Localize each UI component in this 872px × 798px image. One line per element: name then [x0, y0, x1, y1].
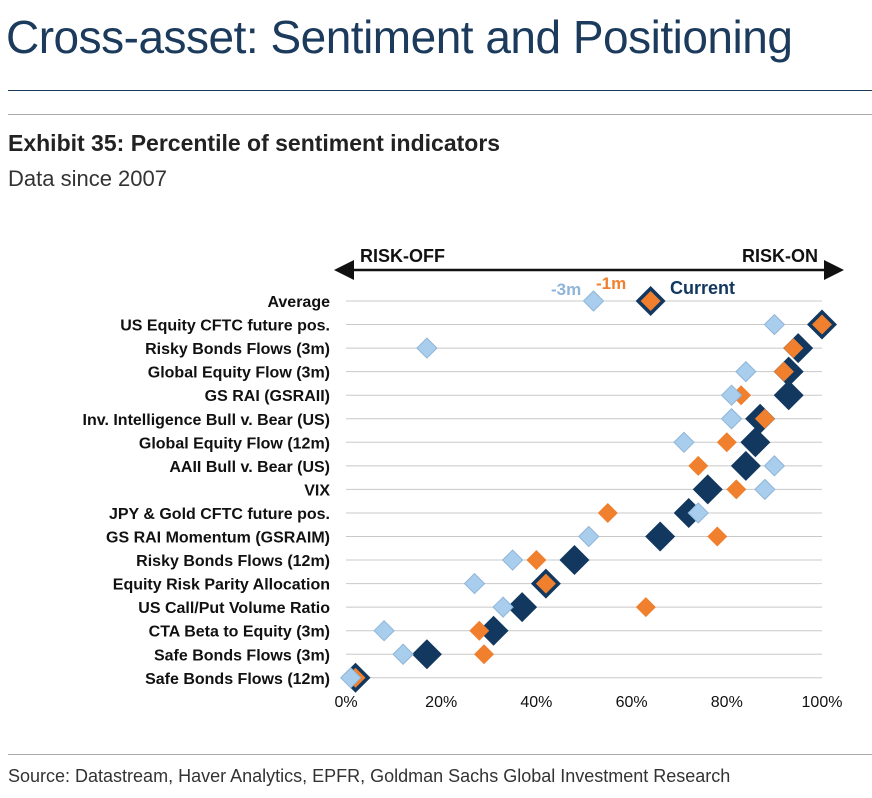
minus-1m-point — [635, 597, 656, 618]
x-tick-label: 100% — [802, 694, 843, 711]
category-label: Risky Bonds Flows (12m) — [136, 553, 330, 570]
minus-3m-point — [754, 478, 776, 501]
category-label: Safe Bonds Flows (3m) — [154, 647, 330, 664]
category-label: Risky Bonds Flows (3m) — [145, 341, 330, 358]
page-title: Cross-asset: Sentiment and Positioning — [6, 11, 793, 63]
category-label: VIX — [304, 482, 330, 499]
current-point — [773, 380, 804, 411]
minus-3m-point — [720, 384, 743, 406]
minus-3m-point — [578, 525, 600, 548]
category-label: Equity Risk Parity Allocation — [113, 577, 330, 594]
minus-3m-point — [392, 643, 414, 665]
minus-1m-point — [526, 550, 547, 571]
source-note: Source: Datastream, Haver Analytics, EPF… — [8, 766, 731, 786]
category-label: AAII Bull v. Bear (US) — [169, 459, 330, 476]
minus-3m-point — [735, 360, 757, 383]
minus-3m-point — [687, 502, 709, 524]
minus-3m-point — [720, 408, 743, 430]
title-rule — [8, 90, 872, 91]
category-label: GS RAI (GSRAII) — [205, 388, 330, 405]
data-points — [340, 286, 837, 693]
category-label: Safe Bonds Flows (12m) — [145, 671, 330, 688]
chart-legend: -3m -1m Current — [551, 274, 735, 299]
minus-3m-point — [492, 596, 514, 618]
minus-1m-point — [474, 644, 495, 665]
minus-3m-point — [463, 572, 486, 595]
sentiment-percentile-chart: RISK-OFF RISK-ON -3m -1m Current Average US… — [83, 246, 844, 711]
current-point — [730, 450, 761, 481]
category-label: JPY & Gold CFTC future pos. — [109, 506, 330, 523]
category-label: Inv. Intelligence Bull v. Bear (US) — [83, 412, 330, 429]
exhibit-title: Exhibit 35: Percentile of sentiment indi… — [8, 130, 501, 156]
x-tick-label: 20% — [425, 694, 457, 711]
minus-1m-point — [812, 314, 832, 335]
minus-3m-point — [763, 313, 786, 336]
x-tick-label: 60% — [616, 694, 648, 711]
title-rule-thin — [8, 114, 872, 115]
risk-on-label: RISK-ON — [742, 246, 818, 266]
minus-1m-point — [535, 573, 556, 594]
footer-rule — [8, 754, 872, 755]
minus-1m-point — [597, 502, 618, 523]
minus-1m-point — [726, 479, 747, 500]
category-label: Global Equity Flow (3m) — [148, 365, 330, 382]
legend-label-current: Current — [670, 278, 735, 298]
minus-3m-point — [340, 667, 362, 689]
x-tick-label: 80% — [711, 694, 743, 711]
category-label: CTA Beta to Equity (3m) — [149, 624, 330, 641]
gridlines — [346, 300, 822, 679]
minus-1m-point — [716, 432, 737, 453]
current-point — [411, 639, 442, 670]
category-label: US Equity CFTC future pos. — [120, 318, 330, 335]
category-label: Average — [267, 294, 330, 311]
minus-3m-point — [416, 337, 438, 359]
category-label: GS RAI Momentum (GSRAIM) — [106, 530, 330, 547]
current-point — [559, 545, 590, 576]
current-point — [740, 427, 771, 458]
current-point — [645, 521, 676, 552]
minus-1m-point — [773, 361, 794, 382]
x-tick-label: 40% — [520, 694, 552, 711]
minus-3m-point — [763, 455, 786, 477]
minus-3m-point — [673, 431, 695, 454]
current-point — [478, 615, 509, 646]
x-tick-label: 0% — [334, 694, 357, 711]
x-tick-labels: 0% 20% 40% 60% 80% 100% — [334, 694, 842, 711]
category-label: US Call/Put Volume Ratio — [138, 600, 330, 617]
minus-1m-point — [707, 526, 728, 547]
minus-1m-point — [640, 291, 661, 311]
minus-3m-point — [501, 549, 524, 571]
minus-1m-point — [783, 338, 804, 359]
minus-1m-point — [688, 455, 709, 476]
legend-label-3m: -3m — [551, 280, 581, 299]
current-point — [692, 474, 723, 505]
minus-3m-point — [582, 290, 605, 312]
minus-1m-point — [469, 620, 490, 641]
legend-label-1m: -1m — [596, 274, 626, 293]
exhibit-subtitle: Data since 2007 — [8, 166, 167, 191]
category-labels: Average US Equity CFTC future pos. Risky B… — [83, 294, 331, 688]
minus-1m-point — [754, 408, 775, 429]
risk-off-label: RISK-OFF — [360, 246, 445, 266]
category-label: Global Equity Flow (12m) — [139, 435, 330, 452]
minus-3m-point — [373, 619, 395, 642]
current-point — [507, 592, 538, 623]
